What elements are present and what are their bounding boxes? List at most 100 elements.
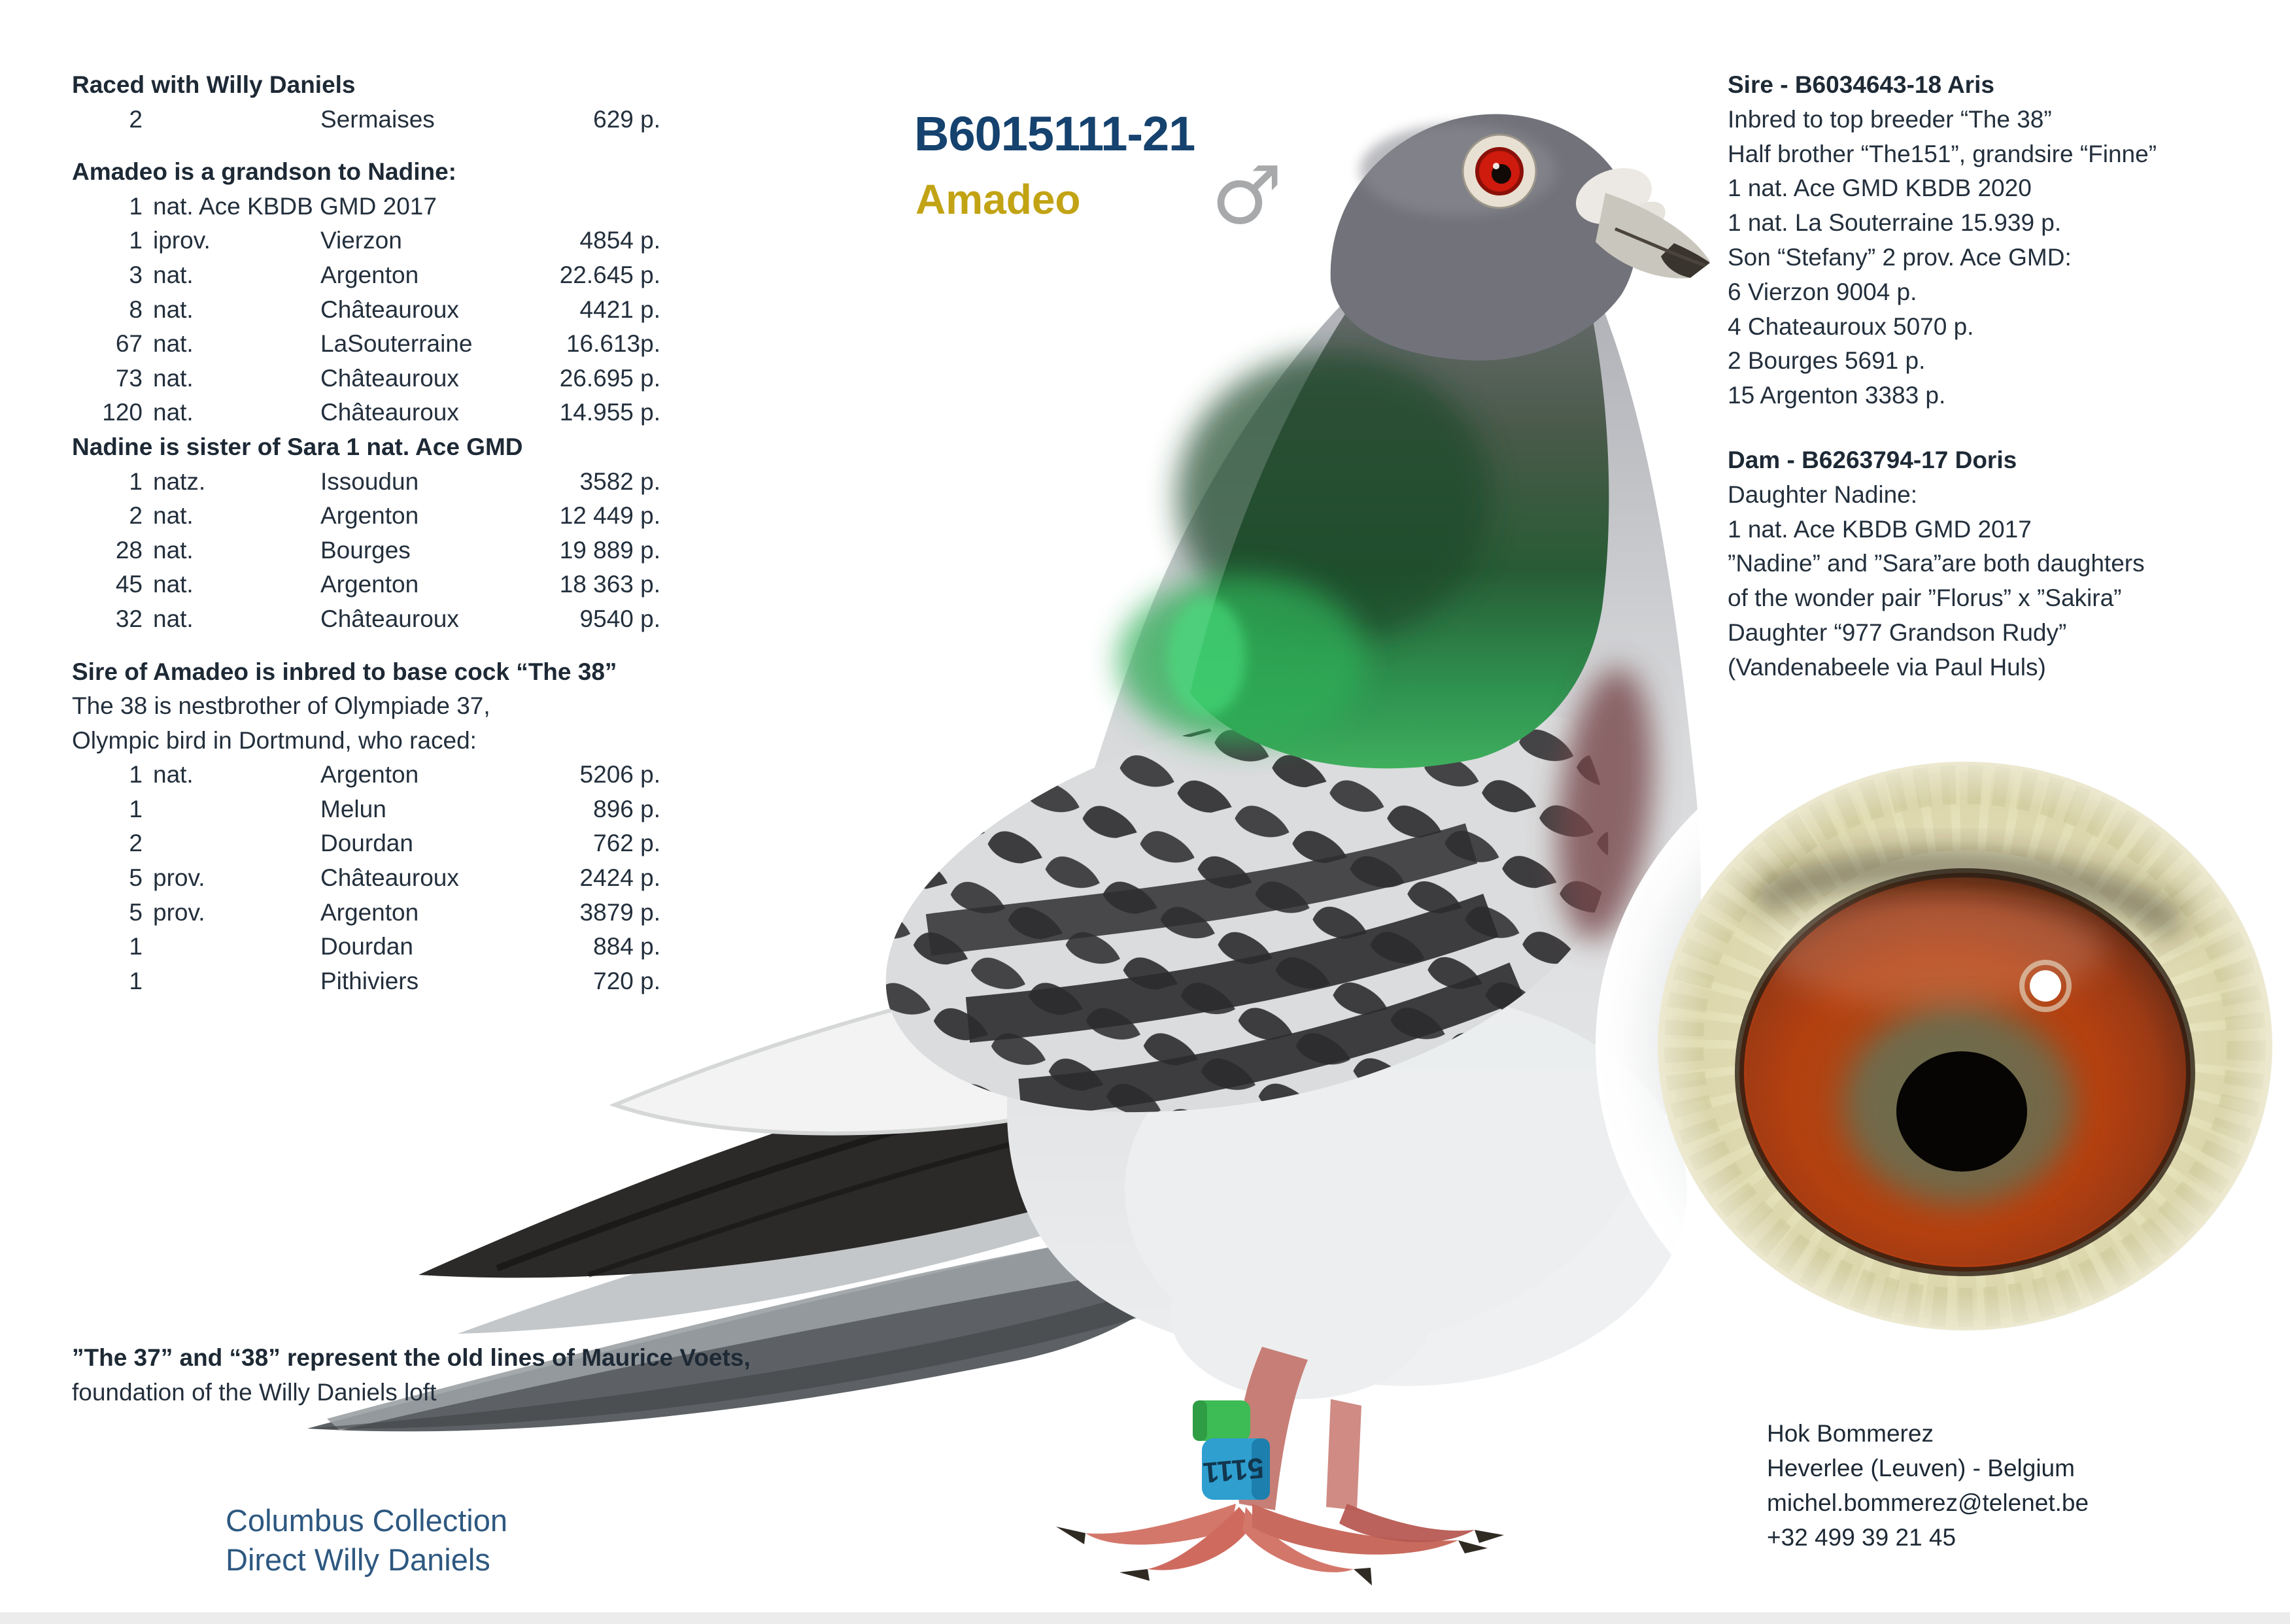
result-place: Melun: [320, 795, 386, 822]
result-row: 1 Pithiviers 720 p.: [72, 964, 660, 999]
parents-block: Sire - B6034643-18 Aris Inbred to top br…: [1728, 68, 2290, 685]
ring-number-title: B6015111-21: [914, 107, 1195, 161]
result-row: 2 nat. Argenton 12 449 p.: [72, 499, 660, 533]
result-category: nat.: [153, 761, 194, 788]
result-points: 18 363 p.: [559, 571, 660, 598]
result-position: 2: [129, 830, 143, 857]
sire-block: Sire - B6034643-18 Aris Inbred to top br…: [1728, 68, 2290, 413]
leg-band-green-shade: [1193, 1400, 1207, 1441]
section-heading: Sire of Amadeo is inbred to base cock “T…: [72, 658, 617, 685]
contact-location: Heverlee (Leuven) - Belgium: [1767, 1455, 2075, 1481]
pigeon-feet: [1056, 1504, 1504, 1585]
result-position: 1: [129, 227, 143, 254]
result-place: Sermaises: [320, 105, 435, 133]
leg-ring-text: 5111: [1202, 1451, 1265, 1489]
result-position: 28: [115, 536, 143, 564]
section-heading: Nadine is sister of Sara 1 nat. Ace GMD: [72, 433, 523, 460]
pigeon-name-title: Amadeo: [915, 176, 1081, 223]
result-position: 1: [129, 761, 143, 788]
result-row: 1 Melun 896 p.: [72, 792, 660, 827]
bottom-edge-strip: [0, 1612, 2290, 1624]
section-text-line: Olympic bird in Dortmund, who raced:: [72, 726, 477, 754]
sire-line: 1 nat. Ace GMD KBDB 2020: [1728, 175, 2032, 202]
result-place: Bourges: [320, 536, 411, 564]
dam-line: Daughter Nadine:: [1728, 481, 1918, 508]
pigeon-legs: 5111: [1056, 1229, 1504, 1585]
result-place: Châteauroux: [320, 296, 459, 323]
result-position: 67: [115, 330, 143, 358]
result-row: 28 nat. Bourges 19 889 p.: [72, 533, 660, 568]
result-category: nat.: [153, 502, 194, 530]
result-place: Châteauroux: [320, 399, 459, 426]
result-points: 884 p.: [593, 933, 660, 960]
result-category: nat.: [153, 330, 194, 358]
result-category: nat.: [153, 571, 194, 598]
result-row: 45 nat. Argenton 18 363 p.: [72, 567, 660, 602]
result-place: Vierzon: [320, 227, 402, 254]
sire-lines: Inbred to top breeder “The 38” Half broth…: [1728, 103, 2290, 413]
result-category: nat.: [153, 364, 194, 392]
pigeon-beak: [1575, 168, 1710, 279]
result-points: 4854 p.: [579, 227, 660, 254]
collection-signature: Columbus Collection Direct Willy Daniels: [226, 1501, 507, 1580]
contact-loft-name: Hok Bommerez: [1767, 1420, 1934, 1447]
sire-heading: Sire - B6034643-18 Aris: [1728, 71, 1994, 98]
result-position: 8: [129, 296, 143, 323]
collection-line: Direct Willy Daniels: [226, 1542, 490, 1577]
footnote-block: ”The 37” and “38” represent the old line…: [72, 1340, 751, 1410]
result-row: 8 nat. Châteauroux 4421 p.: [72, 293, 660, 328]
result-row: 2 Dourdan 762 p.: [72, 826, 660, 861]
contact-block: Hok Bommerez Heverlee (Leuven) - Belgium…: [1767, 1416, 2089, 1555]
pigeon-right-leg: [1326, 1399, 1361, 1510]
dam-lines: Daughter Nadine: 1 nat. Ace KBDB GMD 2017…: [1728, 478, 2290, 685]
result-position: 1: [129, 967, 143, 994]
section-text-line: The 38 is nestbrother of Olympiade 37,: [72, 692, 490, 720]
result-row: 5 prov. Châteauroux 2424 p.: [72, 861, 660, 896]
sire-line: 6 Vierzon 9004 p.: [1728, 278, 1917, 305]
result-row: 5 prov. Argenton 3879 p.: [72, 896, 660, 930]
result-points: 4421 p.: [579, 296, 660, 323]
result-row: 1 nat. Ace KBDB GMD 2017: [72, 190, 660, 224]
result-position: 32: [115, 605, 143, 632]
pigeon-tail: [307, 1223, 1195, 1432]
result-category: nat. Ace KBDB GMD 2017: [153, 192, 437, 220]
result-points: 629 p.: [593, 105, 660, 133]
result-points: 2424 p.: [579, 864, 660, 892]
collection-line: Columbus Collection: [226, 1503, 508, 1538]
result-place: LaSouterraine: [320, 330, 473, 358]
result-category: prov.: [153, 864, 205, 892]
sire-line: Son “Stefany” 2 prov. Ace GMD:: [1728, 243, 2072, 271]
result-place: Châteauroux: [320, 864, 459, 892]
result-row: 3 nat. Argenton 22.645 p.: [72, 258, 660, 293]
footnote-bold-line: ”The 37” and “38” represent the old line…: [72, 1344, 751, 1371]
result-position: 5: [129, 898, 143, 926]
male-symbol-icon: ♂: [1211, 149, 1283, 242]
dam-block: Dam - B6263794-17 Doris Daughter Nadine:…: [1728, 443, 2290, 685]
dam-line: 1 nat. Ace KBDB GMD 2017: [1728, 515, 2032, 543]
result-position: 1: [129, 795, 143, 822]
sire-line: 4 Chateauroux 5070 p.: [1728, 313, 1974, 340]
result-place: Dourdan: [320, 830, 413, 857]
result-place: Dourdan: [320, 933, 413, 960]
result-position: 120: [102, 399, 143, 426]
results-block: Raced with Willy Daniels 2 Sermaises 629 p.…: [72, 68, 660, 998]
result-category: nat.: [153, 536, 194, 564]
result-place: Argenton: [320, 898, 419, 926]
sire-line: 15 Argenton 3383 p.: [1728, 382, 1946, 409]
result-row: 73 nat. Châteauroux 26.695 p.: [72, 362, 660, 396]
result-points: 896 p.: [593, 795, 660, 822]
pigeon-neck: [1118, 246, 1609, 769]
result-place: Argenton: [320, 761, 419, 788]
result-row: 1 natz. Issoudun 3582 p.: [72, 465, 660, 499]
result-points: 5206 p.: [579, 761, 660, 788]
result-category: nat.: [153, 296, 194, 323]
result-category: nat.: [153, 399, 194, 426]
result-place: Châteauroux: [320, 364, 459, 392]
result-place: Pithiviers: [320, 967, 419, 994]
footnote-regular-line: foundation of the Willy Daniels loft: [72, 1379, 437, 1406]
dam-line: (Vandenabeele via Paul Huls): [1728, 653, 2046, 681]
result-category: natz.: [153, 467, 206, 495]
result-row: 32 nat. Châteauroux 9540 p.: [72, 602, 660, 637]
result-points: 12 449 p.: [559, 502, 660, 530]
result-category: prov.: [153, 898, 205, 926]
